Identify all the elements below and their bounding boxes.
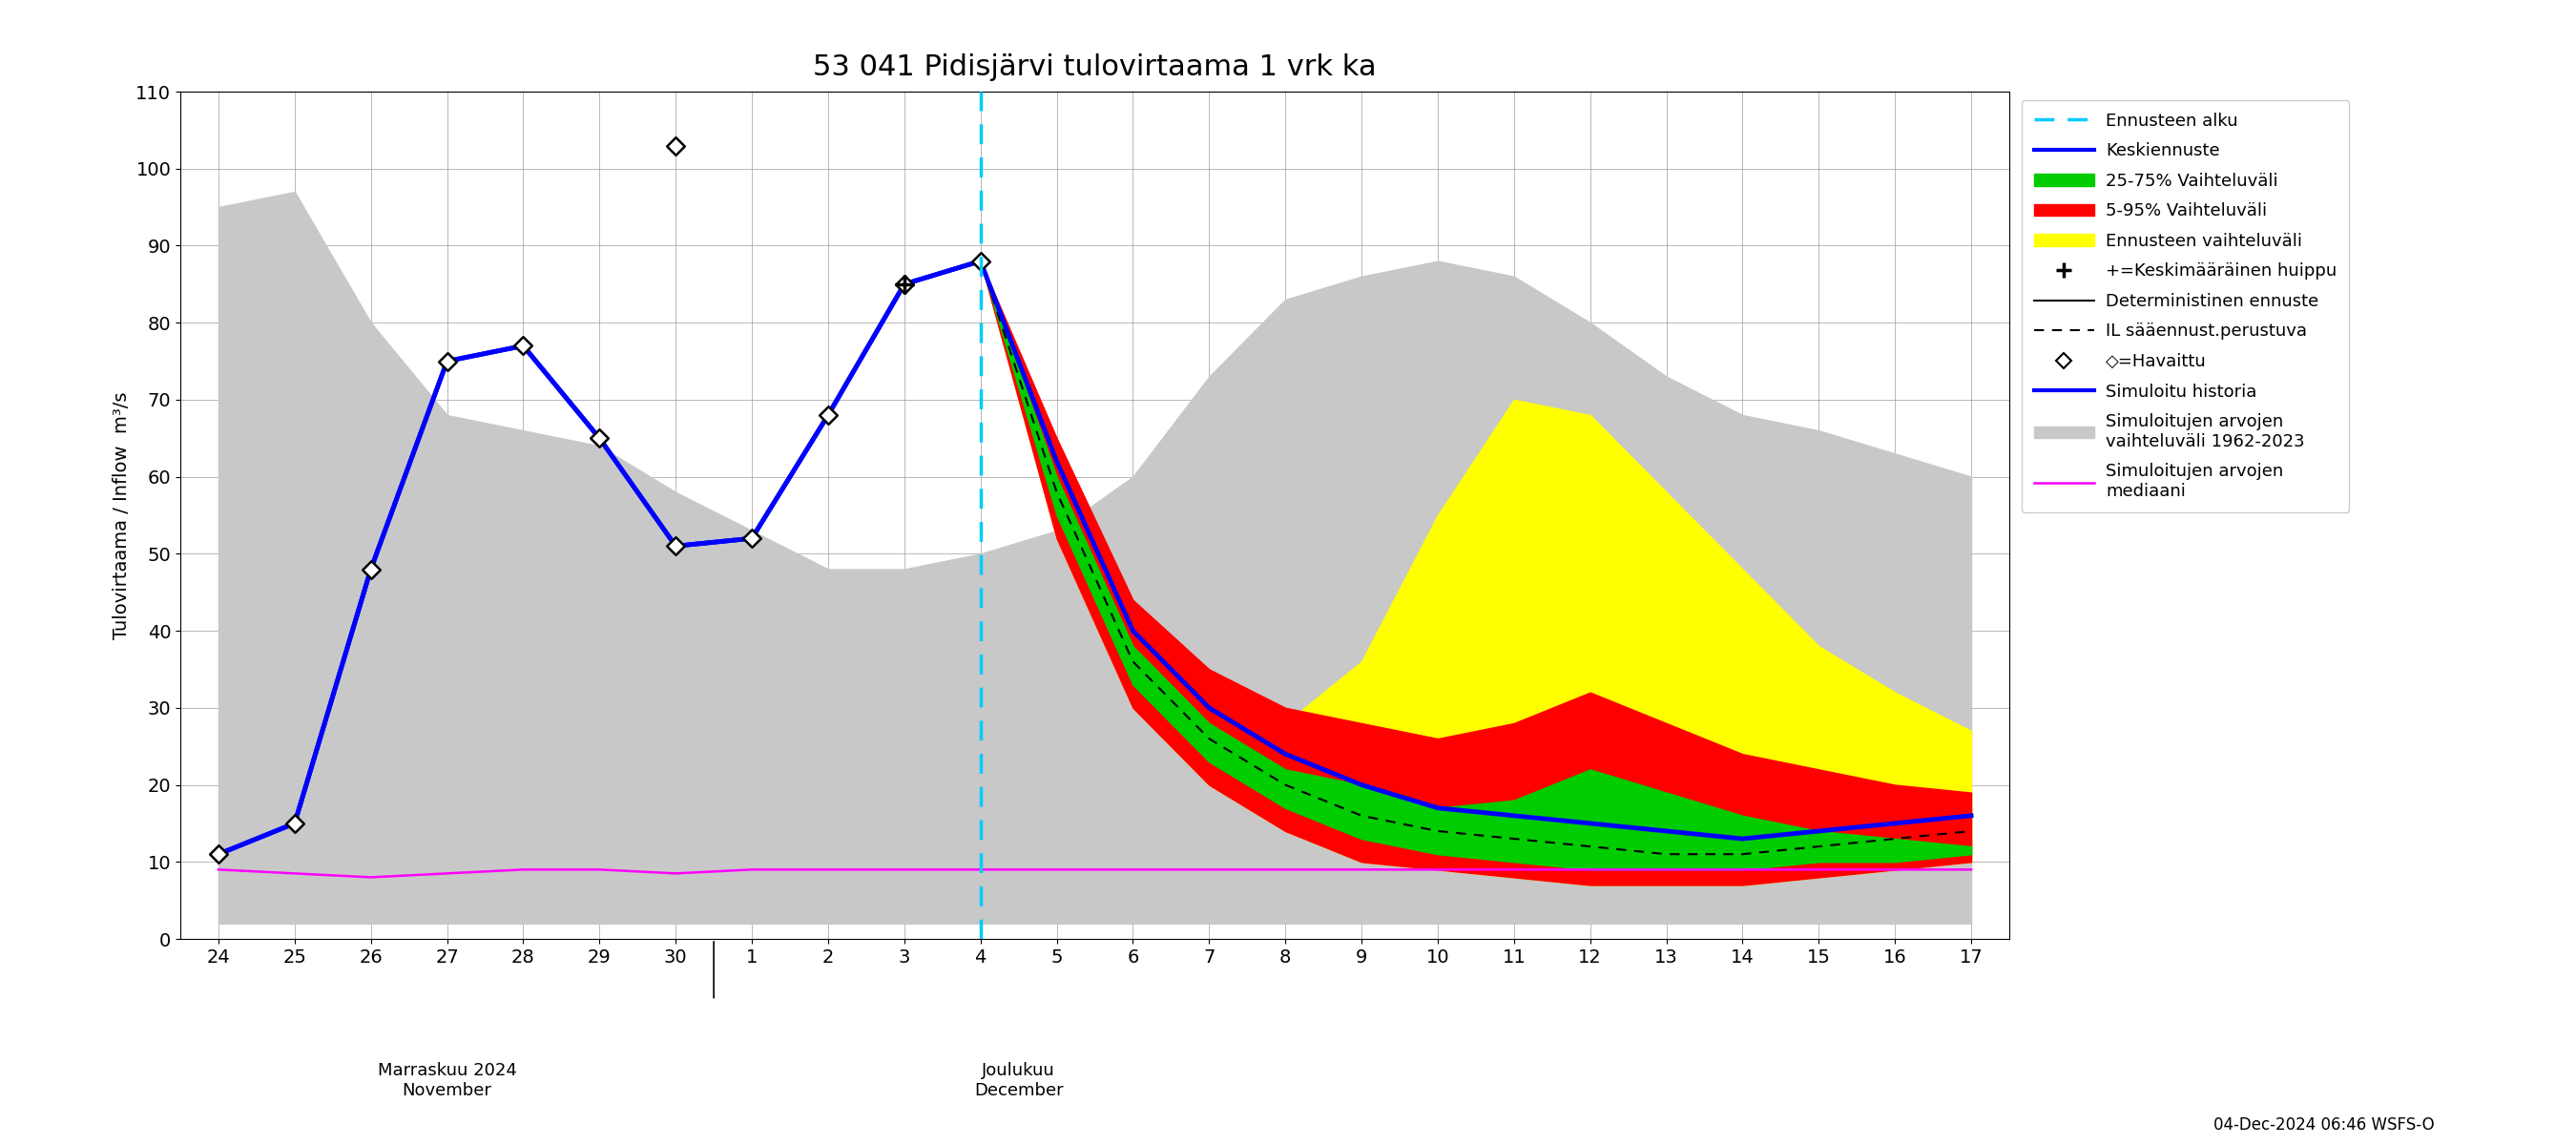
- Y-axis label: Tulovirtaama / Inflow  m³/s: Tulovirtaama / Inflow m³/s: [113, 392, 131, 639]
- Point: [273, 814, 314, 832]
- Point: [428, 352, 469, 370]
- Text: Marraskuu 2024
November: Marraskuu 2024 November: [379, 1063, 518, 1099]
- Text: Joulukuu
December: Joulukuu December: [974, 1063, 1064, 1099]
- Legend: Ennusteen alku, Keskiennuste, 25-75% Vaihteluväli, 5-95% Vaihteluväli, Ennusteen: Ennusteen alku, Keskiennuste, 25-75% Vai…: [2022, 101, 2349, 512]
- Point: [580, 429, 621, 448]
- Point: [732, 529, 773, 547]
- Point: [806, 406, 848, 425]
- Text: 04-Dec-2024 06:46 WSFS-O: 04-Dec-2024 06:46 WSFS-O: [2213, 1116, 2434, 1134]
- Point: [198, 845, 240, 863]
- Title: 53 041 Pidisjärvi tulovirtaama 1 vrk ka: 53 041 Pidisjärvi tulovirtaama 1 vrk ka: [814, 54, 1376, 81]
- Point: [502, 337, 544, 355]
- Point: [884, 275, 925, 293]
- Point: [654, 537, 696, 555]
- Point: [350, 560, 392, 578]
- Point: [654, 136, 696, 155]
- Point: [961, 252, 1002, 270]
